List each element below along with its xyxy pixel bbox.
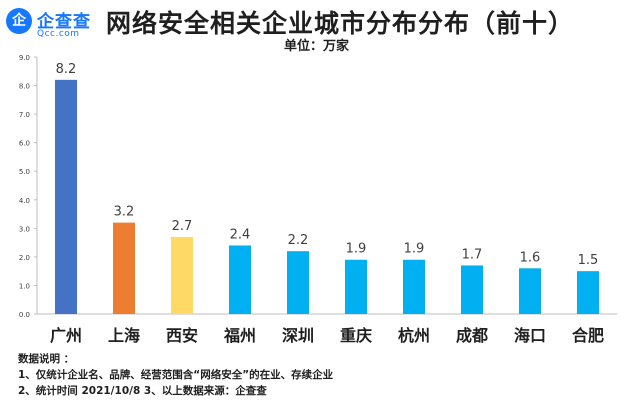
y-tick-label: 7.0 — [19, 111, 30, 119]
y-tick-label: 2.0 — [19, 254, 30, 262]
x-category-label: 成都 — [456, 326, 488, 345]
bar-value-label: 2.7 — [172, 219, 193, 234]
y-tick-label: 3.0 — [19, 225, 30, 233]
bar-7 — [403, 259, 425, 314]
x-category-label: 广州 — [50, 326, 82, 345]
qcc-logo-icon: 企 — [6, 8, 32, 34]
y-tick-label: 0.0 — [19, 311, 30, 319]
x-category-label: 合肥 — [572, 326, 604, 345]
bar-1 — [55, 79, 77, 314]
chart-title: 网络安全相关企业城市分布分布（前十） — [106, 9, 575, 38]
data-notes: 数据说明 ： 1、仅统计企业名、品牌、经营范围含“网络安全”的在业、存续企业 2… — [18, 351, 333, 399]
notes-line-1: 1、仅统计企业名、品牌、经营范围含“网络安全”的在业、存续企业 — [18, 369, 334, 381]
bar-5 — [287, 251, 309, 314]
notes-heading: 数据说明 ： — [18, 353, 75, 365]
bar-value-label: 3.2 — [114, 205, 135, 220]
qcc-logo-name: 企查查 — [37, 12, 91, 32]
x-category-label: 西安 — [166, 326, 198, 345]
bar-10 — [577, 271, 599, 314]
y-tick-label: 6.0 — [19, 140, 30, 148]
x-category-label: 福州 — [223, 326, 256, 345]
bar-value-label: 1.9 — [346, 242, 367, 257]
bar-6 — [345, 259, 367, 314]
bar-3 — [171, 236, 193, 314]
bar-2 — [113, 222, 135, 314]
bar-value-label: 2.4 — [230, 227, 251, 242]
notes-line-2: 2、统计时间 2021/10/8 3、以上数据来源：企查查 — [18, 385, 267, 397]
y-tick-label: 4.0 — [19, 197, 30, 205]
bar-value-label: 1.6 — [520, 250, 541, 265]
bar-4 — [229, 245, 251, 314]
x-category-label: 深圳 — [282, 326, 314, 345]
bar-value-label: 8.2 — [56, 62, 77, 77]
y-tick-label: 5.0 — [19, 168, 30, 176]
bar-value-label: 2.2 — [288, 233, 309, 248]
x-category-label: 上海 — [108, 326, 140, 345]
bar-9 — [519, 268, 541, 314]
bar-chart: 0.0 1.0 2.0 3.0 4.0 5.0 6.0 7.0 8.0 9.0 8.2 广州 3.2 上海… — [19, 54, 617, 345]
bar-value-label: 1.5 — [578, 253, 599, 268]
qcc-logo-domain: Qcc.com — [37, 29, 80, 39]
qcc-logo: 企 企查查 Qcc.com — [6, 7, 104, 43]
bar-value-label: 1.7 — [462, 247, 483, 262]
bar-8 — [461, 265, 483, 314]
bar-value-label: 1.9 — [404, 242, 425, 257]
x-category-label: 重庆 — [340, 326, 372, 345]
y-tick-label: 1.0 — [19, 282, 30, 290]
x-category-label: 海口 — [514, 326, 546, 345]
x-category-label: 杭州 — [398, 326, 430, 345]
chart-unit: 单位：万家 — [284, 39, 350, 54]
y-tick-label: 8.0 — [19, 83, 30, 91]
y-tick-label: 9.0 — [19, 54, 30, 62]
